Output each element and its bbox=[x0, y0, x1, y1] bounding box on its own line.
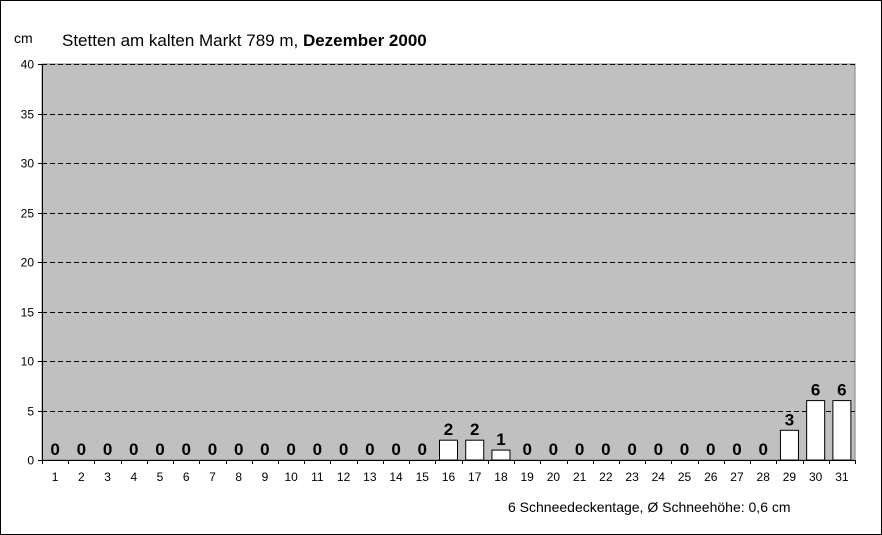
y-tick-label: 30 bbox=[21, 157, 35, 171]
data-label: 0 bbox=[208, 440, 217, 459]
x-tick-label: 8 bbox=[235, 470, 242, 484]
x-tick-label: 27 bbox=[730, 470, 744, 484]
data-label: 2 bbox=[470, 420, 479, 439]
data-label: 0 bbox=[391, 440, 400, 459]
bar bbox=[832, 400, 852, 461]
x-tick-label: 7 bbox=[209, 470, 216, 484]
data-label: 0 bbox=[50, 440, 59, 459]
y-tick-label: 5 bbox=[27, 405, 34, 419]
x-tick-label: 22 bbox=[599, 470, 613, 484]
x-tick-label: 12 bbox=[337, 470, 351, 484]
x-tick-label: 11 bbox=[311, 470, 324, 484]
y-axis-unit-label: cm bbox=[14, 30, 33, 46]
x-tick-label: 5 bbox=[157, 470, 164, 484]
x-tick-label: 17 bbox=[468, 470, 482, 484]
data-label: 0 bbox=[182, 440, 191, 459]
data-label: 0 bbox=[627, 440, 636, 459]
bar bbox=[806, 400, 826, 461]
snow-summary: 6 Schneedeckentage, Ø Schneehöhe: 0,6 cm bbox=[508, 499, 791, 515]
x-tick-label: 13 bbox=[363, 470, 377, 484]
data-label: 0 bbox=[155, 440, 164, 459]
x-tick-label: 15 bbox=[416, 470, 430, 484]
bar bbox=[465, 439, 485, 461]
x-tick-label: 26 bbox=[704, 470, 718, 484]
y-tick-label: 40 bbox=[21, 58, 35, 72]
x-tick-label: 23 bbox=[625, 470, 639, 484]
data-label: 0 bbox=[129, 440, 138, 459]
x-tick-label: 16 bbox=[442, 470, 456, 484]
data-label: 0 bbox=[339, 440, 348, 459]
bar bbox=[779, 429, 799, 461]
x-tick-label: 19 bbox=[520, 470, 534, 484]
x-tick-label: 4 bbox=[130, 470, 137, 484]
data-label: 0 bbox=[654, 440, 663, 459]
x-tick-label: 28 bbox=[757, 470, 771, 484]
x-tick-label: 9 bbox=[262, 470, 269, 484]
x-tick-label: 21 bbox=[573, 470, 587, 484]
data-label: 0 bbox=[365, 440, 374, 459]
y-tick-label: 10 bbox=[21, 355, 35, 369]
chart-title: Stetten am kalten Markt 789 m, Dezember … bbox=[62, 31, 427, 51]
data-label: 0 bbox=[522, 440, 531, 459]
x-tick-label: 31 bbox=[835, 470, 849, 484]
data-label: 0 bbox=[103, 440, 112, 459]
data-label: 0 bbox=[680, 440, 689, 459]
data-label: 2 bbox=[444, 420, 453, 439]
bar bbox=[491, 449, 511, 461]
data-label: 0 bbox=[234, 440, 243, 459]
x-tick-label: 3 bbox=[104, 470, 111, 484]
data-label: 0 bbox=[260, 440, 269, 459]
x-tick-label: 25 bbox=[678, 470, 692, 484]
y-tick-label: 15 bbox=[21, 306, 35, 320]
x-tick-label: 30 bbox=[809, 470, 823, 484]
data-label: 0 bbox=[286, 440, 295, 459]
x-tick-label: 24 bbox=[652, 470, 666, 484]
x-tick-label: 2 bbox=[78, 470, 85, 484]
x-tick-label: 6 bbox=[183, 470, 190, 484]
data-label: 6 bbox=[837, 381, 846, 400]
x-tick-label: 1 bbox=[52, 470, 59, 484]
data-label: 0 bbox=[418, 440, 427, 459]
data-label: 0 bbox=[732, 440, 741, 459]
x-tick-label: 14 bbox=[389, 470, 403, 484]
data-label: 0 bbox=[549, 440, 558, 459]
x-tick-label: 29 bbox=[783, 470, 797, 484]
y-tick-label: 0 bbox=[27, 454, 34, 468]
data-label: 0 bbox=[575, 440, 584, 459]
data-label: 3 bbox=[785, 410, 794, 429]
x-tick-label: 18 bbox=[494, 470, 508, 484]
data-label: 0 bbox=[313, 440, 322, 459]
x-tick-label: 20 bbox=[547, 470, 561, 484]
data-label: 0 bbox=[706, 440, 715, 459]
chart-title-month: Dezember 2000 bbox=[302, 31, 427, 50]
data-label: 0 bbox=[758, 440, 767, 459]
chart-title-station: Stetten am kalten Markt 789 m, bbox=[62, 31, 299, 50]
x-tick-label: 10 bbox=[284, 470, 298, 484]
y-tick-label: 20 bbox=[21, 256, 35, 270]
data-label: 0 bbox=[77, 440, 86, 459]
data-label: 6 bbox=[811, 381, 820, 400]
data-label: 1 bbox=[496, 430, 505, 449]
bar bbox=[439, 439, 458, 461]
y-tick-label: 25 bbox=[21, 207, 35, 221]
data-label: 0 bbox=[601, 440, 610, 459]
y-tick-label: 35 bbox=[21, 108, 35, 122]
